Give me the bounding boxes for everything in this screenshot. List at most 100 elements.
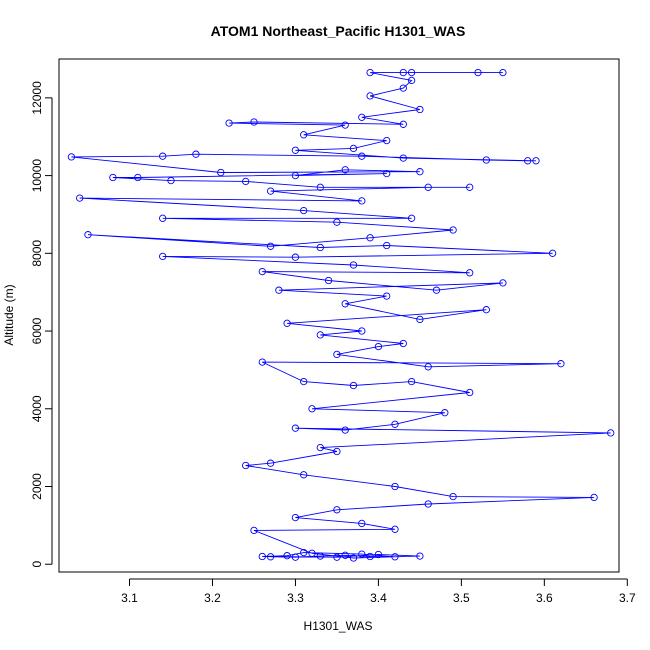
data-point — [366, 234, 374, 242]
data-point — [407, 68, 416, 77]
data-point — [159, 252, 167, 261]
data-point — [159, 214, 167, 222]
data-point — [300, 377, 308, 386]
data-point — [399, 120, 407, 128]
y-tick-label: 0 — [30, 561, 44, 568]
data-point — [341, 551, 349, 559]
data-point — [192, 150, 200, 158]
data-point — [424, 363, 432, 371]
data-point — [466, 269, 474, 277]
data-point — [167, 176, 175, 185]
data-point — [399, 154, 407, 162]
chart-title: ATOM1 Northeast_Pacific H1301_WAS — [211, 23, 466, 39]
data-point — [416, 552, 424, 560]
data-point — [607, 429, 615, 437]
data-point — [441, 409, 449, 417]
x-tick-label: 3.5 — [453, 591, 470, 605]
data-point — [366, 552, 374, 561]
data-point — [407, 377, 416, 386]
y-axis-label: Altitude (m) — [2, 284, 16, 345]
data-point — [391, 482, 399, 491]
data-point — [316, 443, 324, 452]
data-point — [391, 553, 399, 561]
data-point — [548, 249, 557, 257]
data-point — [374, 550, 383, 559]
data-point — [283, 319, 291, 327]
series-layer — [67, 68, 615, 562]
data-point — [499, 279, 507, 287]
data-point — [432, 286, 441, 294]
data-point — [482, 306, 490, 314]
data-point — [383, 241, 391, 250]
x-tick-label: 3.7 — [619, 591, 636, 605]
data-point — [291, 171, 300, 180]
y-tick-label: 12000 — [30, 81, 44, 115]
data-point — [466, 183, 474, 191]
data-point — [358, 152, 366, 160]
data-point — [383, 136, 391, 145]
data-point — [291, 253, 300, 261]
data-point — [291, 424, 300, 432]
x-tick-label: 3.1 — [121, 591, 138, 605]
data-point — [590, 493, 598, 502]
data-point — [333, 218, 341, 226]
y-tick-label: 4000 — [30, 395, 44, 422]
data-point — [266, 459, 275, 467]
data-point — [250, 118, 258, 126]
data-point — [557, 360, 565, 368]
y-tick-label: 6000 — [30, 317, 44, 344]
y-tick-label: 10000 — [30, 159, 44, 193]
data-point — [242, 461, 250, 470]
data-point — [291, 146, 300, 154]
data-point — [449, 492, 457, 501]
data-point — [300, 131, 308, 139]
data-point — [391, 525, 399, 533]
data-point — [159, 152, 167, 160]
data-point — [499, 68, 507, 77]
data-point — [366, 68, 374, 77]
data-point — [416, 105, 424, 114]
data-point — [266, 187, 275, 195]
data-point — [225, 119, 233, 127]
data-point — [258, 552, 266, 561]
data-point — [84, 231, 92, 239]
data-point — [349, 554, 358, 562]
data-point — [300, 206, 308, 215]
data-point — [407, 214, 416, 222]
x-tick-label: 3.4 — [370, 591, 387, 605]
data-point — [258, 358, 266, 366]
data-point — [383, 169, 391, 178]
data-point — [341, 121, 349, 129]
data-point — [358, 327, 366, 335]
x-axis: 3.1 3.2 3.3 3.4 3.5 3.6 3.7 — [121, 578, 636, 605]
x-tick-label: 3.6 — [536, 591, 553, 605]
data-point — [324, 276, 333, 285]
x-tick-label: 3.2 — [204, 591, 221, 605]
data-point — [374, 342, 383, 351]
data-point — [524, 157, 532, 165]
data-point — [333, 350, 341, 359]
data-point — [134, 173, 142, 182]
data-point — [424, 500, 432, 508]
x-tick-label: 3.3 — [287, 591, 304, 605]
data-point — [407, 76, 416, 85]
data-point — [466, 388, 474, 397]
data-point — [333, 506, 341, 514]
data-point — [266, 553, 275, 561]
data-point — [474, 68, 482, 77]
data-point — [449, 226, 457, 234]
data-point — [283, 552, 291, 560]
data-point — [349, 261, 358, 269]
data-point — [300, 471, 308, 479]
data-point — [266, 242, 275, 250]
data-point — [399, 84, 407, 92]
data-point — [358, 550, 366, 558]
data-point — [391, 420, 399, 428]
data-point — [333, 447, 341, 456]
y-tick-label: 2000 — [30, 473, 44, 500]
data-point — [416, 315, 424, 324]
data-point — [532, 157, 540, 165]
series-line — [71, 72, 611, 559]
data-point — [399, 339, 407, 348]
